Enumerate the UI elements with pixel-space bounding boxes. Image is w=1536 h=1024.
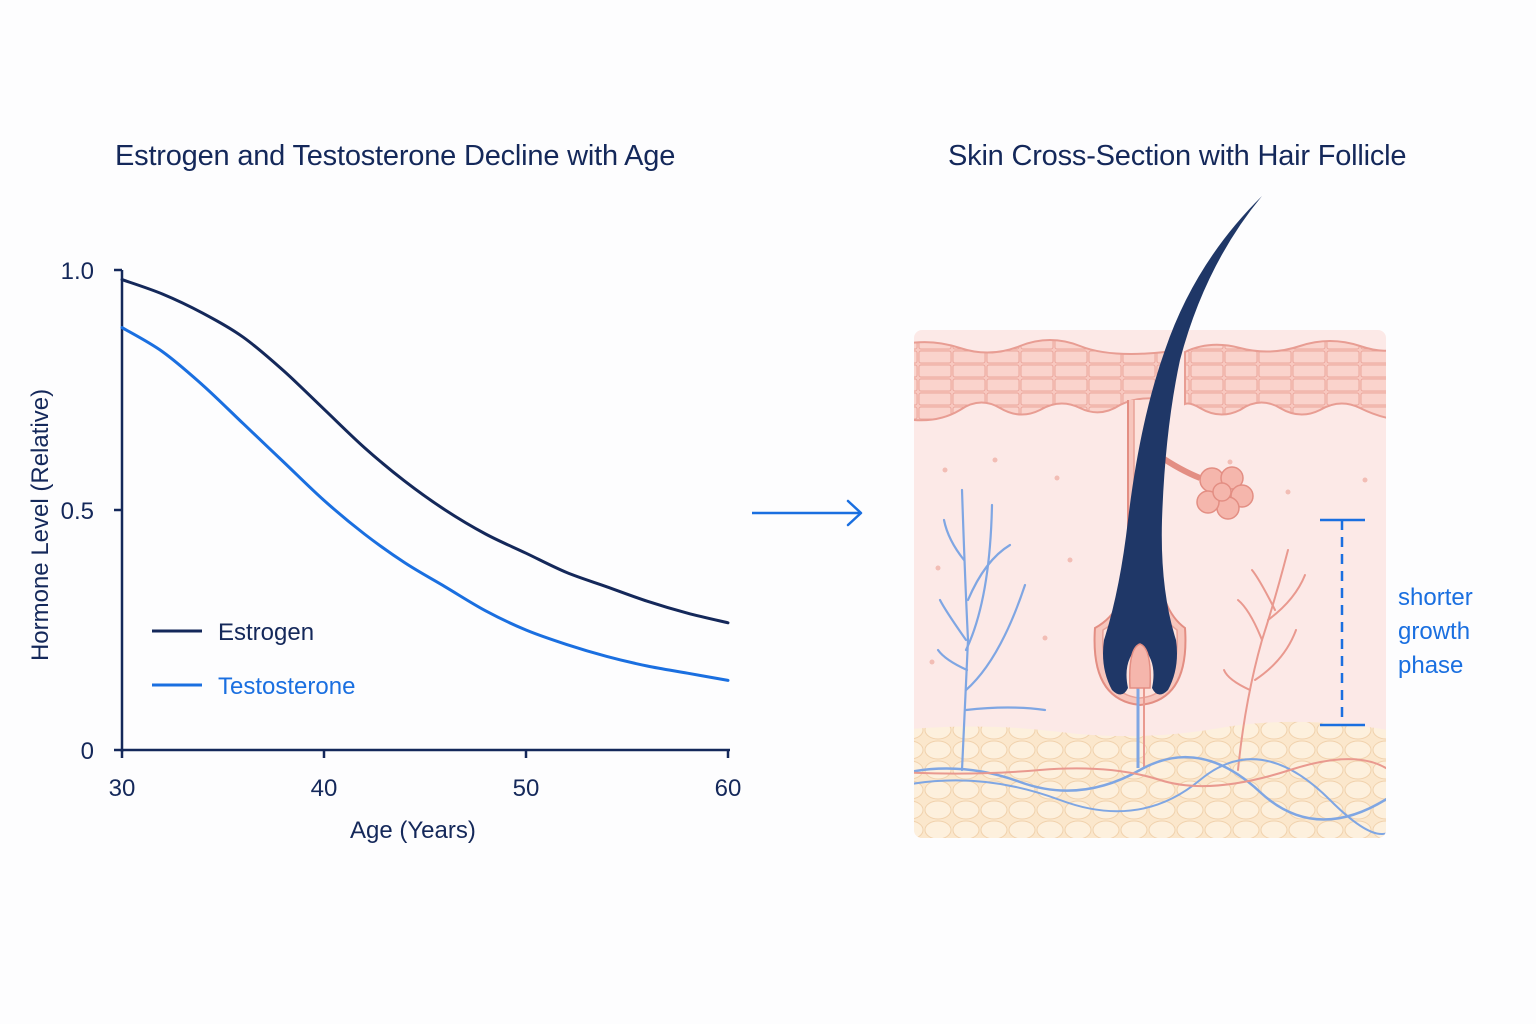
y-tick-label: 0 <box>81 738 94 765</box>
epidermis-left <box>914 339 1166 422</box>
legend-label-testosterone: Testosterone <box>218 673 355 700</box>
x-tick-label: 60 <box>715 775 742 802</box>
legend-label-estrogen: Estrogen <box>218 619 314 646</box>
x-tick-label: 40 <box>311 775 338 802</box>
x-axis-label: Age (Years) <box>350 817 476 844</box>
fat-layer <box>914 721 1386 838</box>
legend: Estrogen Testosterone <box>152 619 355 700</box>
annotation-line-1: shorter <box>1398 584 1473 611</box>
growth-phase-bracket <box>1320 518 1365 727</box>
sebaceous-gland <box>1196 466 1254 520</box>
line-chart: 0 0.5 1.0 30 40 50 60 Age (Years) Hormone Lev… <box>27 258 741 844</box>
annotation-line-3: phase <box>1398 652 1463 679</box>
blood-vessels-left <box>936 488 1047 772</box>
blood-vessel-red <box>914 758 1386 788</box>
dermal-papilla <box>1128 643 1152 689</box>
diagram-title: Skin Cross-Section with Hair Follicle <box>948 140 1407 172</box>
y-axis-label: Hormone Level (Relative) <box>27 389 54 661</box>
annotation-line-2: growth <box>1398 618 1470 645</box>
y-tick-label: 0.5 <box>61 498 94 525</box>
blood-vessels-right <box>1223 549 1306 771</box>
epidermis-right <box>1184 340 1386 422</box>
dermis-dots <box>929 457 1368 665</box>
hair-shaft <box>1103 196 1262 695</box>
series-line-estrogen <box>120 278 730 625</box>
skin-cross-section-illustration <box>914 196 1386 838</box>
x-tick-label: 50 <box>513 775 540 802</box>
y-tick-label: 1.0 <box>61 258 94 285</box>
chart-title: Estrogen and Testosterone Decline with A… <box>115 140 676 172</box>
x-tick-label: 30 <box>109 775 136 802</box>
right-arrow-icon <box>752 499 863 527</box>
series-line-testosterone <box>120 326 730 682</box>
